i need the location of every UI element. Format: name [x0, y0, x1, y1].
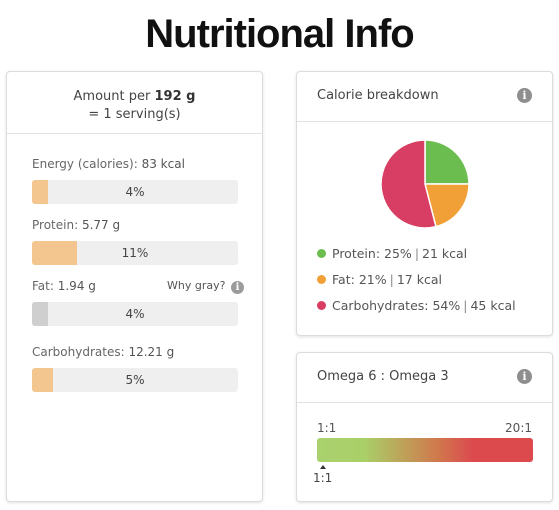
legend-kcal: 45 kcal: [470, 298, 516, 313]
nutrient-value: 12.21 g: [128, 345, 175, 359]
omega-scale-min: 1:1: [317, 421, 337, 435]
info-icon[interactable]: i: [231, 281, 244, 294]
calorie-breakdown-panel: Calorie breakdown i Protein: 25% | 21 kcal…: [296, 71, 553, 336]
nutrient-bar-fill: [32, 368, 53, 392]
nutrient-bar-fill: [32, 241, 78, 265]
nutrient-bar-fill: [32, 302, 49, 326]
omega-ratio-panel: Omega 6 : Omega 3 i 1:1 20:1 1:1: [296, 352, 553, 502]
nutrient-percent: 4%: [125, 307, 145, 321]
omega-marker-arrow-icon: [320, 465, 326, 469]
panel-header: Calorie breakdown i: [297, 72, 552, 122]
legend-dot: [317, 275, 326, 284]
amount-header: Amount per 192 g = 1 serving(s): [7, 72, 262, 134]
legend-item-protein: Protein: 25% | 21 kcal: [317, 246, 516, 272]
nutrient-percent: 4%: [125, 185, 145, 199]
panel-header: Omega 6 : Omega 3 i: [297, 353, 552, 403]
nutrient-percent: 5%: [125, 373, 145, 387]
nutrient-bar-fill: [32, 180, 49, 204]
calorie-pie-chart: [380, 139, 470, 229]
nutrient-value: 1.94 g: [57, 279, 96, 293]
legend-item-fat: Fat: 21% | 17 kcal: [317, 272, 516, 298]
legend-name: Carbohydrates:: [332, 298, 429, 313]
nutrient-bar: 5%: [32, 368, 238, 392]
legend-name: Fat:: [332, 272, 355, 287]
page-title: Nutritional Info: [145, 12, 414, 56]
nutrition-panel: Amount per 192 g = 1 serving(s) Energy (…: [6, 71, 263, 502]
legend-item-carbohydrates: Carbohydrates: 54% | 45 kcal: [317, 298, 516, 324]
nutrient-value: 5.77 g: [81, 218, 121, 232]
nutrient-label: Carbohydrates:: [32, 345, 125, 359]
legend-kcal: 17 kcal: [396, 272, 442, 287]
legend-name: Protein:: [332, 246, 381, 261]
nutrient-label: Protein:: [32, 218, 79, 232]
legend-dot: [317, 301, 326, 310]
omega-marker-label: 1:1: [313, 471, 333, 485]
nutrient-bar: 4%: [32, 302, 238, 326]
omega-gradient-bar: [317, 438, 533, 462]
panel-title: Omega 6 : Omega 3: [317, 369, 449, 384]
info-icon[interactable]: i: [517, 88, 532, 103]
omega-scale-labels: 1:1 20:1: [317, 421, 532, 435]
why-gray-link[interactable]: Why gray? i: [167, 278, 244, 294]
panel-title: Calorie breakdown: [317, 88, 439, 103]
nutrient-percent: 11%: [121, 246, 149, 260]
legend-pct: 21%: [358, 272, 387, 287]
info-icon[interactable]: i: [517, 369, 532, 384]
nutrient-row-fat: Fat: 1.94 g Why gray? i 4%: [32, 278, 244, 326]
why-gray-label: Why gray?: [167, 279, 226, 292]
amount-weight: 192 g: [154, 89, 196, 104]
legend-dot: [317, 249, 326, 258]
nutrient-label: Energy (calories):: [32, 157, 138, 171]
nutrient-bar: 4%: [32, 180, 238, 204]
nutrient-row-carbohydrates: Carbohydrates: 12.21 g 5%: [32, 344, 238, 392]
nutrient-row-protein: Protein: 5.77 g 11%: [32, 217, 238, 265]
calorie-legend: Protein: 25% | 21 kcal Fat: 21% | 17 kcal Ca…: [317, 246, 516, 324]
omega-scale-max: 20:1: [505, 421, 532, 435]
legend-pct: 25%: [384, 246, 412, 261]
pie-slice-carbohydrates: [380, 139, 437, 229]
amount-serving: = 1 serving(s): [88, 107, 181, 122]
pie-slice-protein: [424, 139, 470, 185]
nutrient-row-energy: Energy (calories): 83 kcal 4%: [32, 156, 238, 204]
nutrient-value: 83 kcal: [141, 157, 185, 171]
nutrient-label: Fat:: [32, 279, 54, 293]
amount-prefix: Amount per: [73, 89, 151, 104]
pie-slice-fat: [424, 183, 470, 228]
legend-pct: 54%: [432, 298, 461, 313]
nutrient-bar: 11%: [32, 241, 238, 265]
legend-kcal: 21 kcal: [422, 246, 468, 261]
